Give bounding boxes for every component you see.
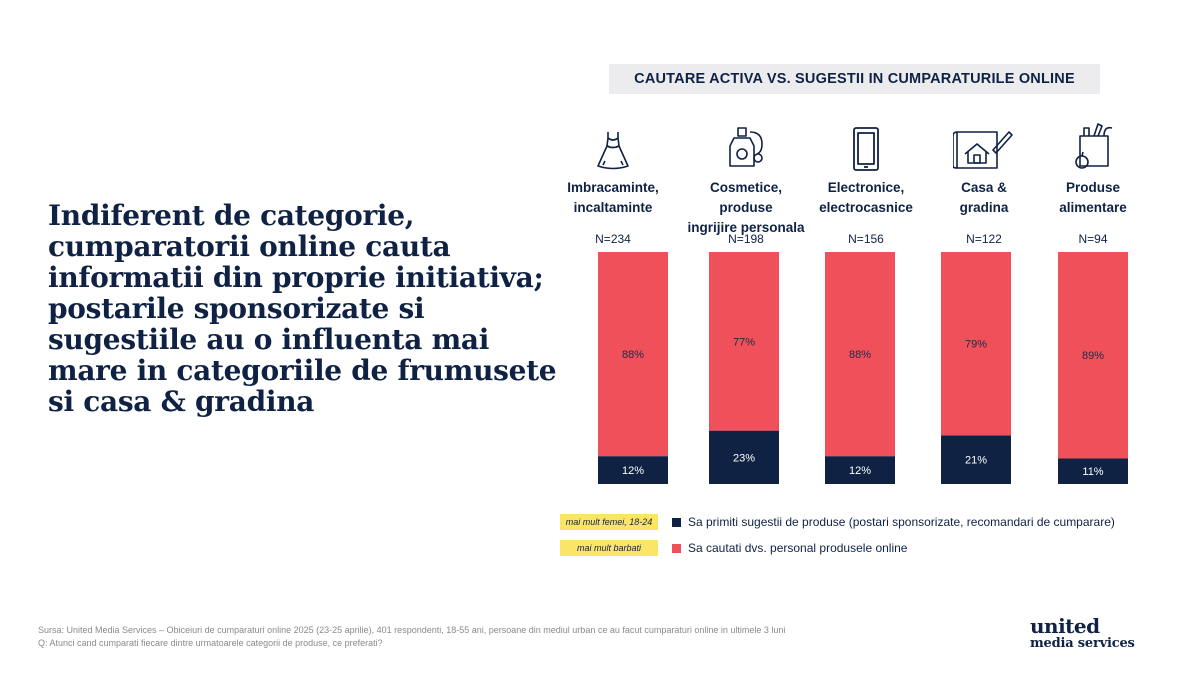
dress-icon <box>597 132 629 170</box>
bar-data-label: 11% <box>1082 466 1103 478</box>
bar-data-label: 23% <box>733 452 755 464</box>
category-label: Electronice, electrocasnice <box>819 180 913 215</box>
legend-label: Sa cautati dvs. personal produsele onlin… <box>688 541 908 555</box>
logo-line-2: media services <box>1030 636 1135 651</box>
bar-segment <box>825 252 895 457</box>
legend-item-self-search: mai mult barbati Sa cautati dvs. persona… <box>560 540 907 556</box>
legend-tag: mai mult barbati <box>560 540 658 556</box>
sample-size: N=94 <box>1078 232 1108 246</box>
bar-data-label: 79% <box>965 339 987 351</box>
bar-data-label: 88% <box>622 349 644 361</box>
bar-data-label: 12% <box>622 465 644 477</box>
footer: Sursa: United Media Services – Obiceiuri… <box>38 624 785 650</box>
category-label: Produse alimentare <box>1059 180 1127 215</box>
bar-segment <box>598 456 668 484</box>
bar-segment <box>598 252 668 457</box>
chart-title: CAUTARE ACTIVA VS. SUGESTII IN CUMPARATU… <box>609 64 1100 94</box>
category-label: Casa & gradina <box>959 180 1009 215</box>
bar-data-label: 89% <box>1082 350 1104 362</box>
bar-data-label: 77% <box>733 336 755 348</box>
bar-segment <box>1058 252 1128 459</box>
category-column: Casa & gradina N=122 <box>924 120 1044 246</box>
legend-label: Sa primiti sugestii de produse (postari … <box>688 515 1115 529</box>
bar-segment <box>941 435 1011 484</box>
sample-size: N=234 <box>595 232 631 246</box>
legend-tag: mai mult femei, 18-24 <box>560 514 658 530</box>
bar-segment <box>709 430 779 484</box>
category-label: Cosmetice, produse ingrijire personala <box>687 180 805 235</box>
bar-data-label: 12% <box>849 465 871 477</box>
category-column: Cosmetice, produse ingrijire personala N… <box>686 120 806 246</box>
category-column: Electronice, electrocasnice N=156 <box>806 120 926 246</box>
legend-swatch <box>672 543 681 553</box>
grocery-bag-icon <box>1075 123 1113 169</box>
bar-segment <box>709 252 779 431</box>
logo-line-1: united <box>1030 614 1100 638</box>
logo: united media services <box>1030 616 1135 650</box>
headline: Indiferent de categorie, cumparatorii on… <box>48 199 557 418</box>
category-column: Produse alimentare N=94 <box>1033 120 1153 246</box>
bar-segment <box>941 252 1011 436</box>
bar-segment <box>1058 458 1128 484</box>
bar-data-label: 21% <box>965 455 987 467</box>
bar-data-label: 88% <box>849 349 871 361</box>
category-label: Imbracaminte, incaltaminte <box>567 180 659 215</box>
source-note: Sursa: United Media Services – Obiceiuri… <box>38 625 786 635</box>
question-note: Q: Atunci cand cumparati fiecare dintre … <box>38 638 383 648</box>
sample-size: N=156 <box>848 232 884 246</box>
legend-swatch <box>672 517 681 527</box>
sample-size: N=122 <box>966 232 1002 246</box>
legend-item-suggestions: mai mult femei, 18-24 Sa primiti sugesti… <box>560 514 1115 530</box>
house-plan-icon <box>953 131 1013 169</box>
bar-segment <box>825 456 895 484</box>
perfume-icon <box>729 127 763 167</box>
category-column: Imbracaminte, incaltaminte N=234 <box>553 120 673 246</box>
sample-size: N=198 <box>728 232 764 246</box>
phone-icon <box>853 127 879 171</box>
stacked-bar-chart: 12% 88% 23% 77% 12% 88% 21% 79% 11% 89% <box>598 252 1128 484</box>
